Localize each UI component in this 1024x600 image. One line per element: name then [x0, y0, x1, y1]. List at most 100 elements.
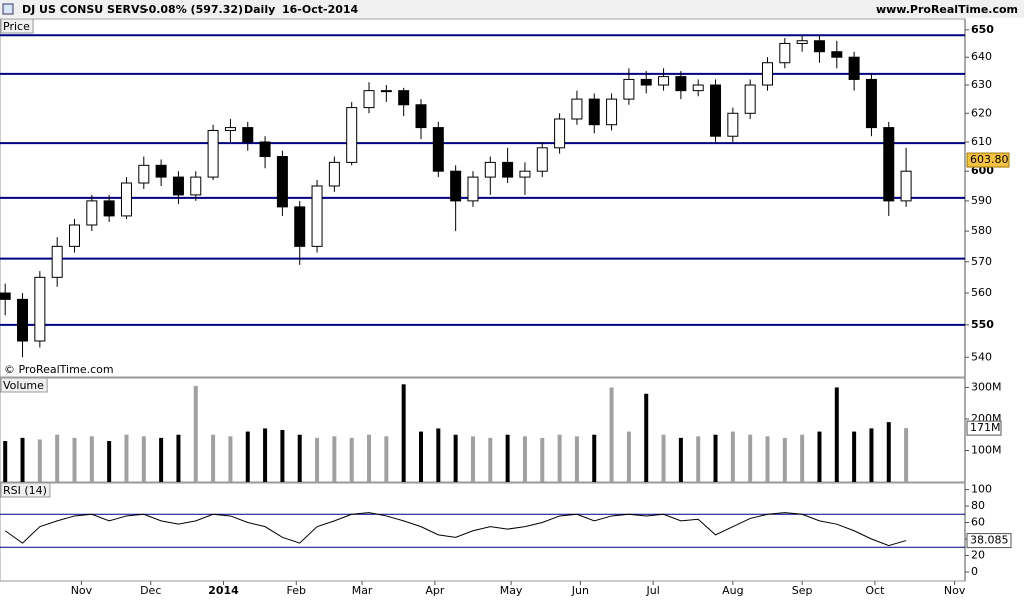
candle-body	[432, 127, 444, 172]
candle-body	[224, 127, 236, 131]
candle-body	[727, 112, 739, 137]
candle-body	[450, 170, 462, 202]
volume-bar	[800, 434, 805, 482]
x-tick-label: Dec	[140, 584, 161, 597]
volume-bar	[661, 434, 666, 482]
volume-bar	[263, 428, 268, 482]
candle-body	[623, 78, 635, 100]
rsi-badge	[966, 533, 1012, 549]
candle-body	[86, 200, 98, 226]
candle-body	[34, 276, 46, 342]
volume-bar	[124, 434, 129, 482]
y-tick-label: 0	[971, 565, 978, 578]
x-tick-label: Sep	[792, 584, 813, 597]
candle-body	[848, 56, 860, 80]
y-tick-label: 570	[971, 255, 992, 268]
candle-body	[380, 90, 392, 93]
candle-body	[138, 164, 150, 184]
candle-body	[519, 170, 531, 178]
volume-bar	[904, 428, 909, 482]
volume-bar	[730, 431, 735, 482]
volume-bar	[3, 441, 8, 482]
volume-bar	[696, 436, 701, 482]
y-tick-label: 580	[971, 224, 992, 237]
volume-bar	[20, 437, 25, 482]
y-tick-label: 540	[971, 350, 992, 363]
x-tick-label: Nov	[944, 584, 966, 597]
candle-body	[120, 182, 132, 217]
volume-bar	[592, 434, 597, 482]
x-tick-label: Jun	[571, 584, 589, 597]
y-tick-label: 20	[971, 548, 985, 561]
y-tick-label: 100	[971, 483, 992, 496]
candle-body	[172, 176, 184, 196]
watermark: © ProRealTime.com	[4, 363, 114, 376]
last-price-label: 603.80	[970, 153, 1009, 166]
x-tick-label: Apr	[425, 584, 445, 597]
last-volume-badge	[966, 420, 1002, 436]
candle-body	[813, 40, 825, 53]
candle-body	[883, 127, 895, 202]
y-tick-label: 650	[971, 23, 994, 36]
volume-bar	[141, 436, 146, 482]
volume-bar	[678, 437, 683, 482]
period: Daily	[244, 3, 275, 16]
rsi-last-label: 38.085	[970, 534, 1009, 547]
candle-body	[658, 76, 670, 86]
site: www.ProRealTime.com	[876, 3, 1018, 16]
panel-label-box	[0, 377, 48, 393]
candle-body	[311, 185, 323, 247]
volume-bar	[436, 428, 441, 482]
volume-bar	[886, 422, 891, 482]
candle-body	[865, 78, 877, 129]
candle-body	[259, 141, 271, 158]
instrument: DJ US CONSU SERVS	[22, 3, 147, 16]
volume-bar	[852, 431, 857, 482]
candle-body	[606, 98, 618, 126]
volume-bar	[37, 439, 42, 482]
volume-bar	[626, 431, 631, 482]
volume-bar	[782, 437, 787, 482]
candle-body	[346, 107, 358, 163]
candle-body	[502, 161, 514, 178]
volume-bar	[176, 434, 181, 482]
candle-body	[294, 206, 306, 247]
candle-body	[692, 84, 704, 92]
candle-body	[242, 127, 254, 143]
volume-bar	[89, 436, 94, 482]
candle-body	[588, 98, 600, 126]
volume-bar	[470, 436, 475, 482]
candle-body	[415, 104, 427, 129]
x-tick-label: Nov	[71, 584, 93, 597]
candle-body	[0, 292, 11, 300]
volume-bar	[280, 430, 285, 482]
candle-body	[103, 200, 115, 217]
candle-body	[155, 164, 167, 178]
y-tick-label: 300M	[971, 380, 1002, 393]
y-tick-label: 550	[971, 318, 994, 331]
x-tick-label: Jul	[646, 584, 660, 597]
candle-body	[207, 129, 219, 178]
volume-bar	[211, 434, 216, 482]
volume-bar	[540, 437, 545, 482]
volume-bar	[159, 437, 164, 482]
y-tick-label: 560	[971, 286, 992, 299]
volume-bar	[107, 441, 112, 482]
volume-bar	[574, 436, 579, 482]
x-tick-label: Feb	[287, 584, 306, 597]
volume-bar	[609, 387, 614, 482]
candle-body	[51, 245, 63, 278]
volume-bar	[522, 436, 527, 482]
candle-body	[640, 78, 652, 86]
volume-bar	[557, 434, 562, 482]
volume-bar	[765, 436, 770, 482]
y-tick-label: 640	[971, 50, 992, 63]
volume-bar	[713, 434, 718, 482]
candle-body	[190, 176, 202, 196]
last-volume-label: 171M	[970, 421, 1001, 434]
date: 16-Oct-2014	[282, 3, 359, 16]
panel-label: RSI (14)	[3, 484, 47, 497]
candle-body	[571, 98, 583, 120]
candle-body	[276, 156, 288, 208]
